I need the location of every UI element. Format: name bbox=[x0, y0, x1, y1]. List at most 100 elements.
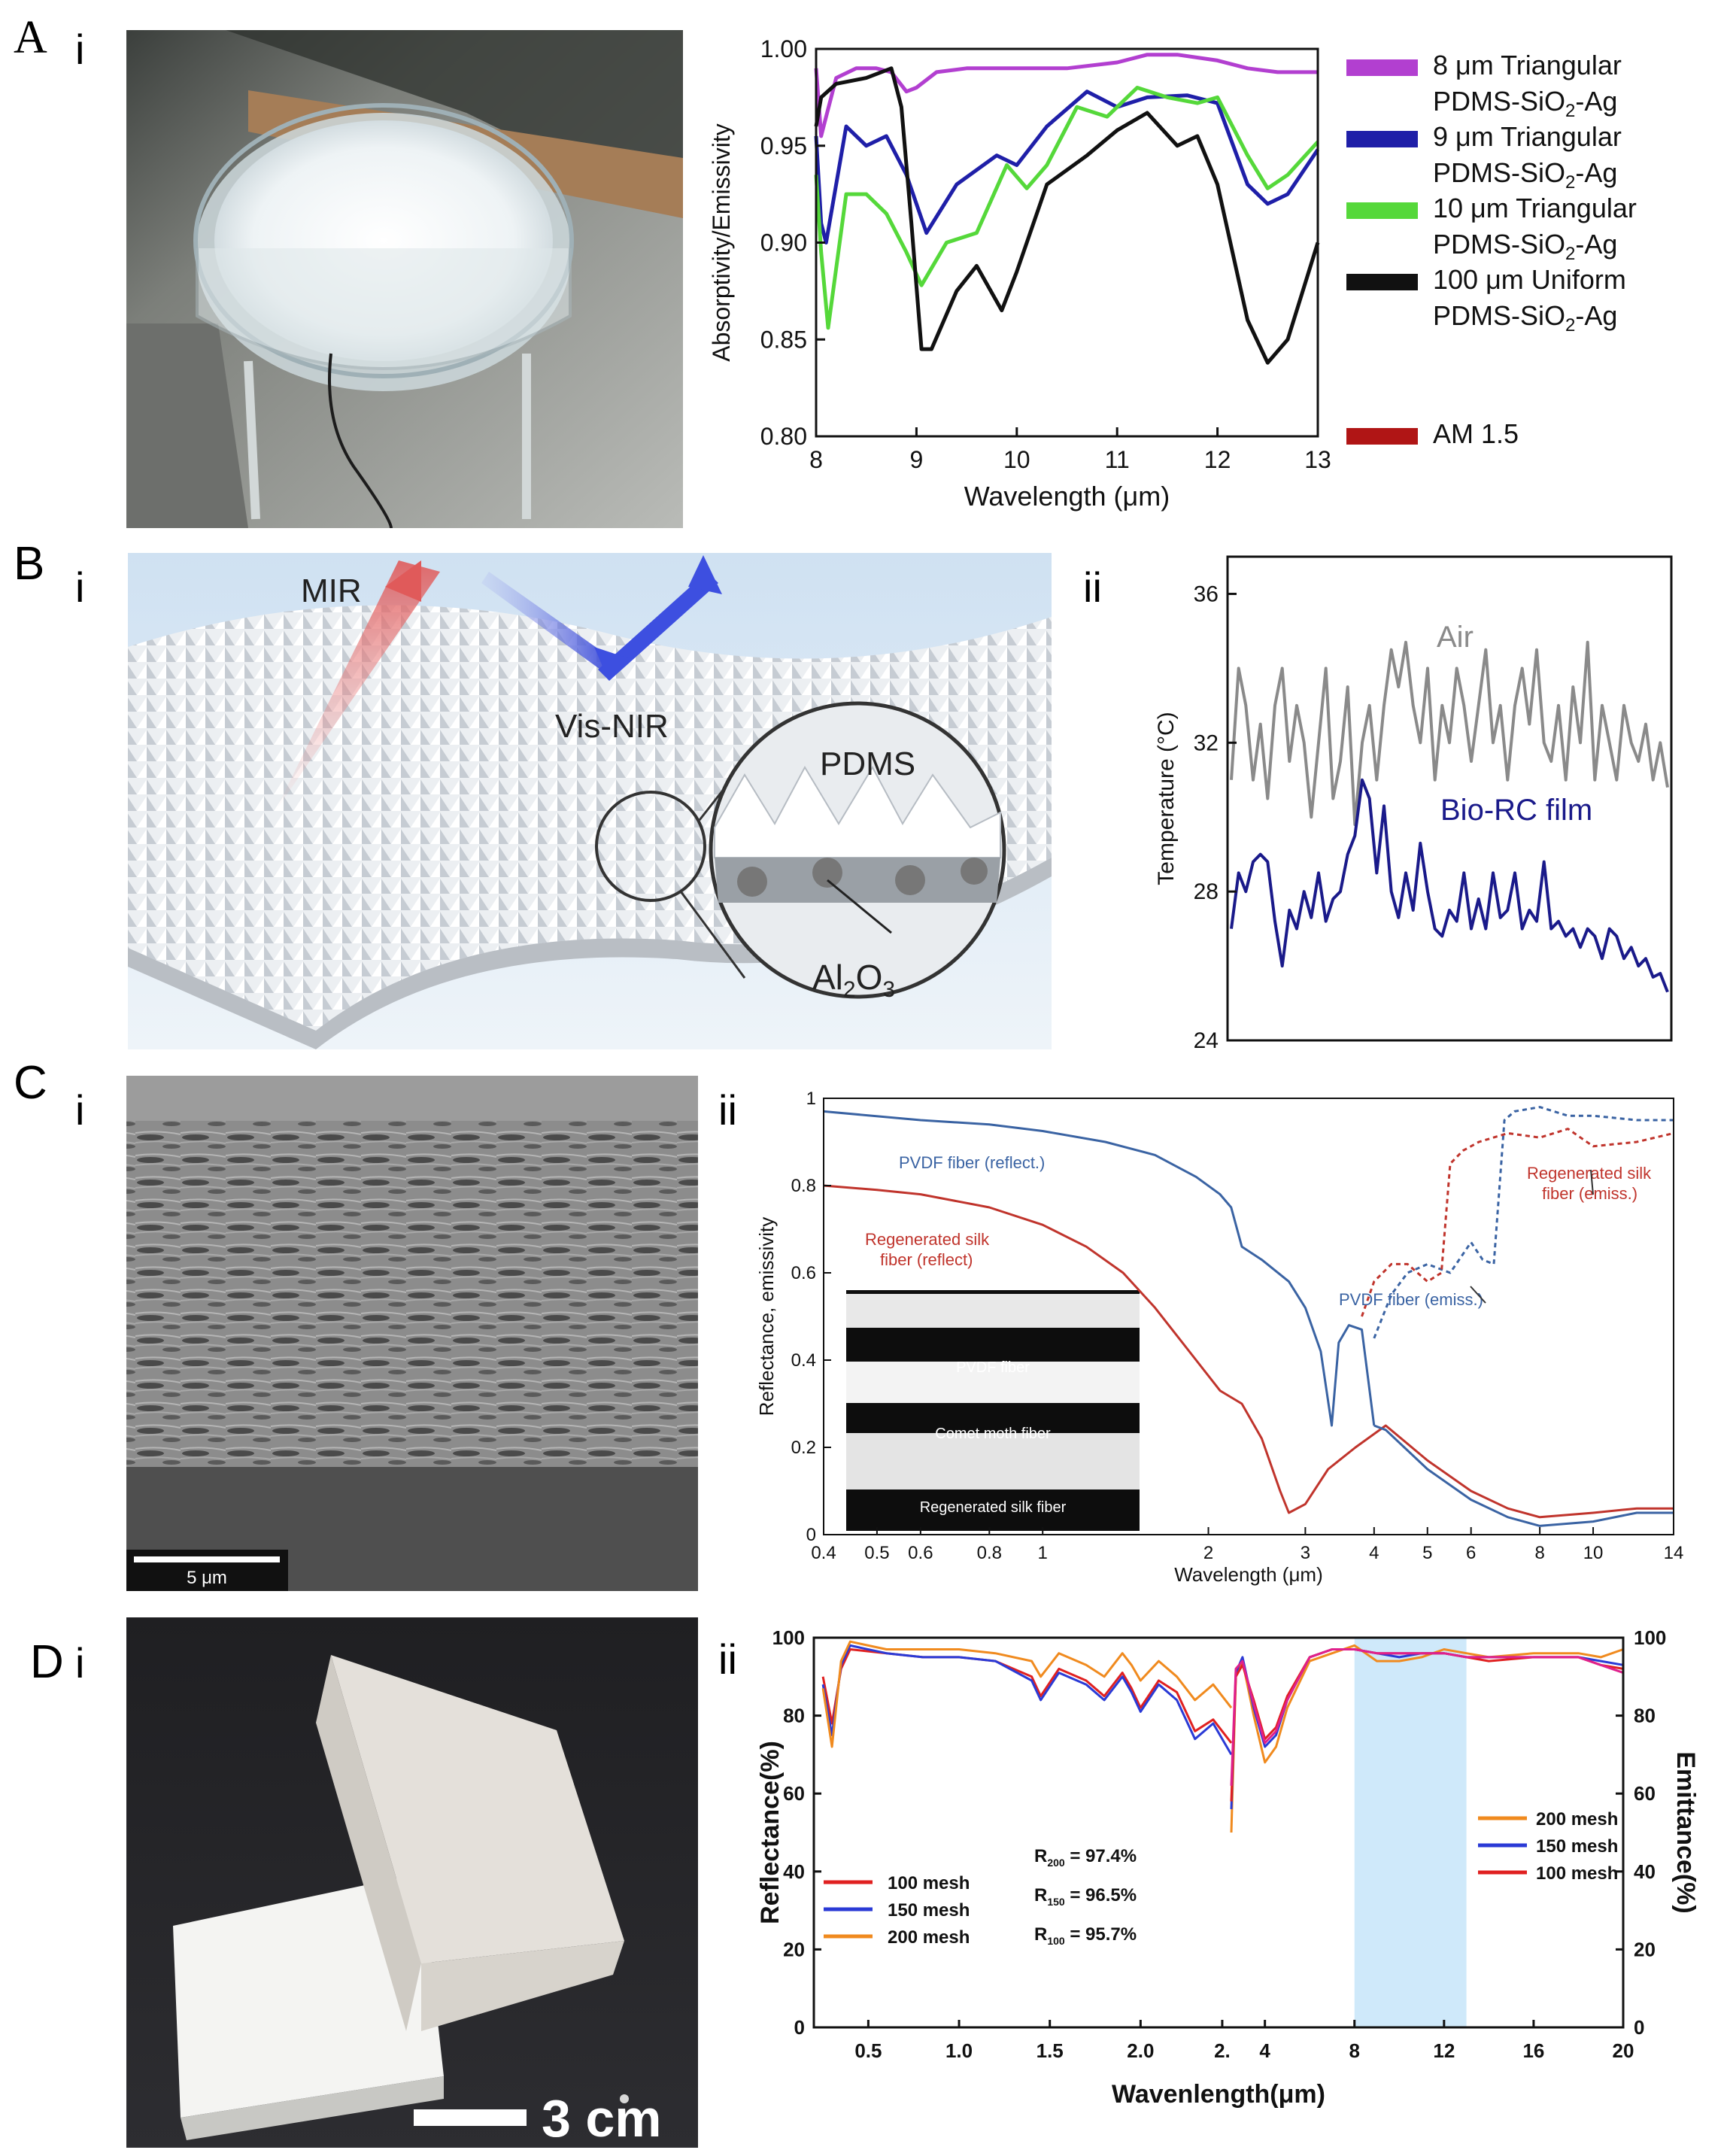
b-ytick-label: 28 bbox=[1194, 879, 1219, 904]
scalebar-d-label: 3 cm bbox=[542, 2089, 662, 2148]
d-ytick-label-left: 0 bbox=[794, 2016, 805, 2039]
d-xtick-label: 1.0 bbox=[945, 2039, 973, 2062]
c-inset-band bbox=[846, 1433, 1140, 1489]
d-ytick-label-right: 100 bbox=[1634, 1626, 1666, 1649]
b-annotation-biorc: Bio-RC film bbox=[1440, 794, 1592, 827]
c-xtick-label: 2 bbox=[1203, 1543, 1213, 1563]
d-xtick-label: 20 bbox=[1613, 2039, 1634, 2062]
c-xtick-label: 0.5 bbox=[864, 1543, 889, 1563]
d-y-axis-title-left: Reflectance(%) bbox=[756, 1741, 785, 1924]
a-series-line-2 bbox=[814, 86, 1319, 330]
d-note-r: R bbox=[1034, 1924, 1047, 1945]
d-x-axis-title: Wavenlength(μm) bbox=[1112, 2080, 1325, 2109]
chart-a-ii: 8 9 10 11 12 13 0.80 0.85 0.90 0.95 1.00 Wavelength… bbox=[708, 35, 1637, 512]
b-ytick-label: 36 bbox=[1194, 582, 1219, 606]
c-xtick-label: 0.6 bbox=[908, 1543, 933, 1563]
label-pdms: PDMS bbox=[820, 745, 915, 782]
a-legend-label-2: PDMS-SiO2-Ag bbox=[1433, 86, 1617, 121]
c-inset-label: Regenerated silk fiber bbox=[920, 1499, 1067, 1516]
a-legend-subscript: 2 bbox=[1565, 315, 1575, 336]
a-y-axis-title: Absorptivity/Emissivity bbox=[708, 123, 735, 362]
a-xtick-label: 11 bbox=[1105, 446, 1130, 473]
a-ytick-label: 0.85 bbox=[760, 326, 807, 353]
a-legend-text: PDMS-SiO bbox=[1433, 300, 1565, 331]
d-ytick-label-left: 20 bbox=[783, 1938, 805, 1960]
d-ytick-label-right: 40 bbox=[1634, 1860, 1656, 1883]
a-legend-label: 9 μm Triangular bbox=[1433, 121, 1622, 152]
b-series-line-0 bbox=[1230, 640, 1669, 827]
panel-label-a: A bbox=[14, 12, 47, 63]
chart-b-ii: 24 28 32 36 Temperature (°C) Air Bio-RC film bbox=[1154, 555, 1673, 1053]
d-note-value: = 97.4% bbox=[1065, 1846, 1137, 1866]
c-annotation-arrow bbox=[1470, 1286, 1486, 1304]
c-annotation-pvdf-emiss: PVDF fiber (emiss.) bbox=[1339, 1290, 1483, 1309]
c-y-axis-title: Reflectance, emissivity bbox=[755, 1217, 778, 1416]
a-series-line-1 bbox=[814, 90, 1320, 244]
c-inset-band bbox=[846, 1362, 1140, 1403]
a-legend-label: AM 1.5 bbox=[1433, 418, 1519, 449]
a-legend-text-end: -Ag bbox=[1575, 229, 1617, 260]
d-ytick-label-left: 40 bbox=[783, 1860, 805, 1883]
a-legend-swatch bbox=[1346, 59, 1418, 76]
d-ytick-label-right: 0 bbox=[1634, 2016, 1644, 2039]
c-xtick-label: 10 bbox=[1583, 1543, 1604, 1563]
b-ytick-label: 24 bbox=[1194, 1028, 1219, 1053]
photo-d-i-samples: 3 cm bbox=[126, 1617, 698, 2148]
a-ytick-label: 0.95 bbox=[760, 132, 807, 159]
d-xtick-label: 2. bbox=[1214, 2039, 1231, 2062]
a-xtick-label: 9 bbox=[910, 446, 924, 473]
d-note-r: R bbox=[1034, 1846, 1047, 1866]
c-annotation-silk-emiss: Regenerated silk bbox=[1527, 1164, 1652, 1183]
d-legend-right-label: 100 mesh bbox=[1536, 1863, 1618, 1884]
a-ytick-label: 0.90 bbox=[760, 229, 807, 257]
c-series-line-4 bbox=[1361, 1128, 1674, 1317]
c-ytick-label: 0 bbox=[806, 1525, 816, 1545]
panel-label-d-i: i bbox=[75, 1639, 84, 1687]
d-note-value: = 96.5% bbox=[1065, 1885, 1137, 1905]
d-xtick-label: 8 bbox=[1349, 2039, 1360, 2062]
a-legend-label: 100 μm Uniform bbox=[1433, 264, 1626, 295]
d-xtick-label: 4 bbox=[1259, 2039, 1270, 2062]
panel-label-b-i: i bbox=[75, 563, 84, 611]
d-reflectance-line-2 bbox=[821, 1640, 1233, 1748]
c-annotation-silk-emiss: fiber (emiss.) bbox=[1542, 1184, 1637, 1203]
d-reflectance-line-0 bbox=[821, 1648, 1233, 1744]
label-mir: MIR bbox=[301, 572, 362, 609]
a-legend-label: 8 μm Triangular bbox=[1433, 50, 1622, 80]
c-xtick-label: 0.4 bbox=[811, 1543, 836, 1563]
d-legend-left-label: 200 mesh bbox=[888, 1927, 970, 1948]
label-vis-nir: Vis-NIR bbox=[555, 708, 669, 745]
b-series-line-1 bbox=[1230, 778, 1669, 993]
d-atmospheric-window bbox=[1354, 1638, 1467, 2027]
a-legend-swatch bbox=[1346, 202, 1418, 219]
d-xtick-label: 0.5 bbox=[854, 2039, 882, 2062]
d-reflectance-note: R150 = 96.5% bbox=[1034, 1885, 1137, 1908]
panel-label-c-i: i bbox=[75, 1086, 84, 1134]
d-legend-left-label: 150 mesh bbox=[888, 1900, 970, 1921]
illustration-b-i-film: MIR Vis-NIR PDMS Al2O3 bbox=[128, 553, 1052, 1049]
b-annotation-air: Air bbox=[1437, 621, 1474, 654]
d-emittance-line-0 bbox=[1230, 1644, 1624, 1833]
a-series-line-0 bbox=[814, 53, 1318, 138]
c-xtick-label: 6 bbox=[1466, 1543, 1476, 1563]
a-legend-text: PDMS-SiO bbox=[1433, 86, 1565, 117]
a-legend-label-2: PDMS-SiO2-Ag bbox=[1433, 157, 1617, 193]
d-note-sub: 150 bbox=[1047, 1896, 1065, 1908]
c-xtick-label: 0.8 bbox=[977, 1543, 1002, 1563]
a-legend-text: PDMS-SiO bbox=[1433, 157, 1565, 188]
scalebar-c-label: 5 μm bbox=[187, 1568, 227, 1588]
d-y-axis-title-right: Emittance(%) bbox=[1671, 1751, 1700, 1913]
sem-image-c-i: 5 μm bbox=[126, 1076, 698, 1591]
panel-label-d-ii: ii bbox=[718, 1635, 737, 1683]
a-legend-subscript: 2 bbox=[1565, 244, 1575, 264]
panel-label-c-ii: ii bbox=[718, 1086, 737, 1134]
a-legend-swatch bbox=[1346, 274, 1418, 290]
c-xtick-label: 14 bbox=[1664, 1543, 1684, 1563]
d-legend-left-label: 100 mesh bbox=[888, 1873, 970, 1893]
c-annotation-silk-reflect: Regenerated silk bbox=[865, 1230, 990, 1249]
c-ytick-label: 0.4 bbox=[791, 1350, 816, 1371]
c-annotation-silk-reflect: fiber (reflect) bbox=[880, 1250, 973, 1269]
d-emittance-line-3 bbox=[1230, 1648, 1624, 1786]
b-ytick-label: 32 bbox=[1194, 730, 1219, 755]
